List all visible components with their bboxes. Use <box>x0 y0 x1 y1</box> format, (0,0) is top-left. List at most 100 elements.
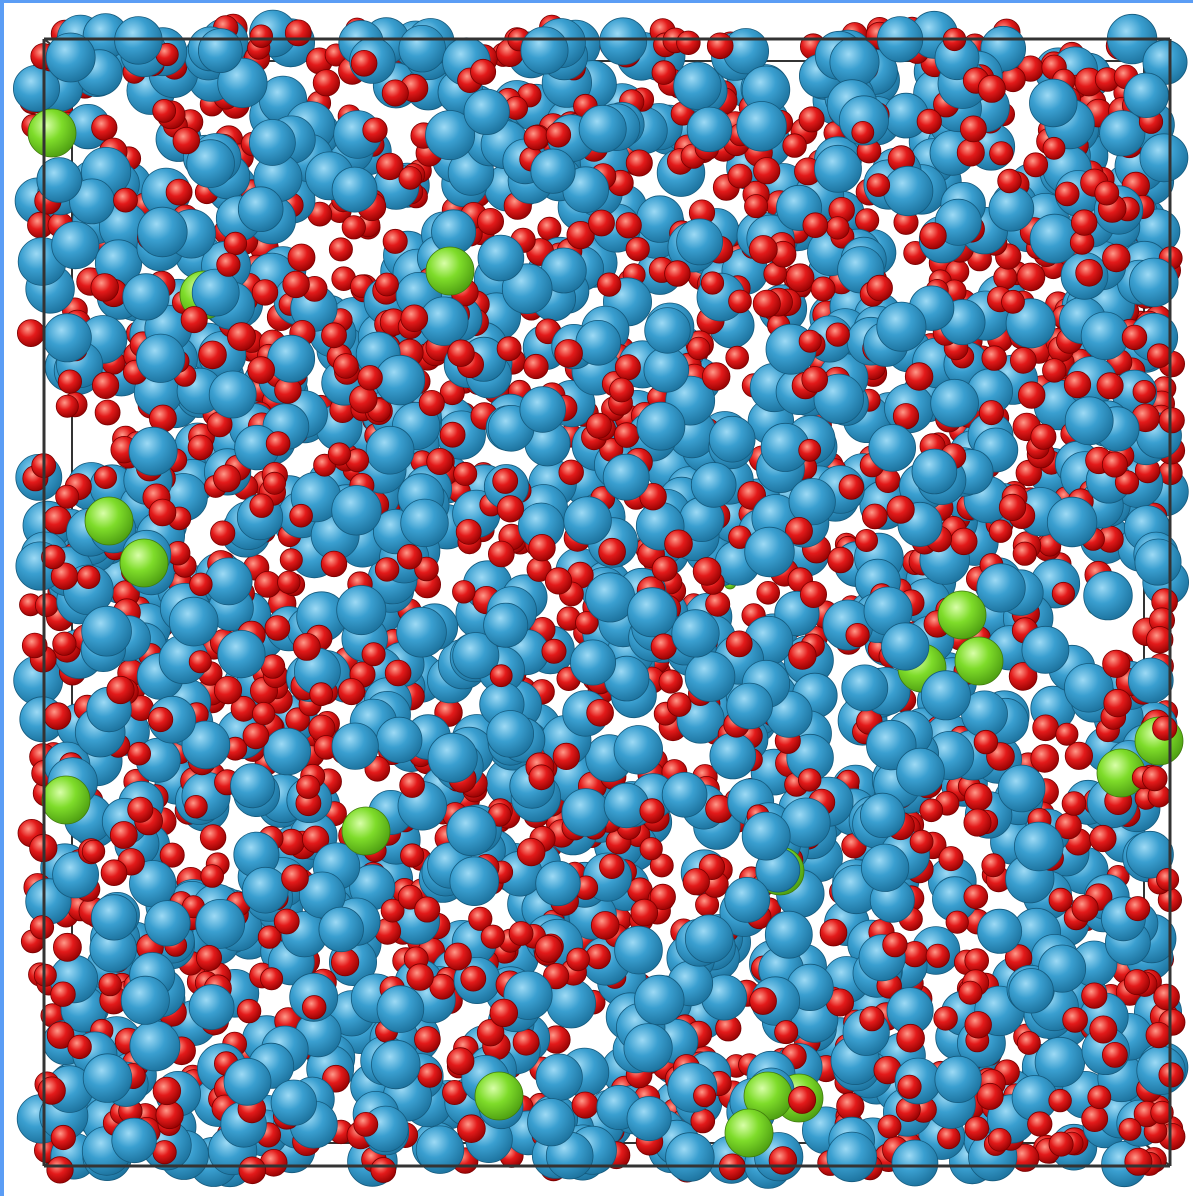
small-red-particle <box>480 924 505 949</box>
small-red-particle <box>109 821 138 849</box>
small-red-particle <box>933 1006 958 1031</box>
small-red-particle <box>973 729 999 755</box>
small-red-particle <box>625 149 653 177</box>
large-blue-particle <box>614 925 663 975</box>
small-red-particle <box>198 340 227 370</box>
small-red-particle <box>1150 1100 1174 1125</box>
small-red-particle <box>782 133 807 158</box>
small-red-particle <box>341 215 366 240</box>
small-red-particle <box>281 864 309 892</box>
small-red-particle <box>487 540 515 568</box>
small-red-particle <box>489 664 513 688</box>
small-red-particle <box>537 216 562 241</box>
small-red-particle <box>861 503 888 530</box>
small-red-particle <box>1121 324 1148 351</box>
small-red-particle <box>328 237 353 262</box>
small-red-particle <box>1089 1015 1118 1044</box>
small-red-particle <box>223 231 248 256</box>
small-red-particle <box>1124 1147 1153 1176</box>
large-blue-particle <box>1064 396 1114 446</box>
small-red-particle <box>312 69 340 97</box>
large-blue-particle <box>570 639 617 686</box>
small-red-particle <box>960 115 987 143</box>
small-red-particle <box>705 591 731 617</box>
small-red-particle <box>455 519 482 545</box>
small-red-particle <box>46 1021 75 1049</box>
small-red-particle <box>989 141 1014 166</box>
large-blue-particle <box>673 61 722 110</box>
large-blue-particle <box>726 682 773 730</box>
green-particle <box>41 775 91 825</box>
large-blue-particle <box>1046 496 1098 548</box>
small-red-particle <box>279 548 303 572</box>
small-red-particle <box>1008 662 1038 691</box>
small-red-particle <box>262 471 286 495</box>
small-red-particle <box>639 798 665 824</box>
large-blue-particle <box>744 526 795 578</box>
large-blue-particle <box>188 984 235 1030</box>
large-blue-particle <box>519 386 566 433</box>
small-red-particle <box>798 438 822 462</box>
small-red-particle <box>925 943 950 968</box>
small-red-particle <box>148 706 174 733</box>
small-red-particle <box>1023 152 1049 178</box>
small-red-particle <box>1101 451 1128 478</box>
large-blue-particle <box>120 975 170 1025</box>
small-red-particle <box>1012 541 1037 566</box>
small-red-particle <box>706 32 734 60</box>
small-red-particle <box>309 682 334 707</box>
small-red-particle <box>649 883 676 911</box>
small-red-particle <box>265 431 291 456</box>
small-red-particle <box>977 74 1006 103</box>
small-red-particle <box>976 1082 1004 1110</box>
large-blue-particle <box>627 587 678 638</box>
small-red-particle <box>639 837 663 861</box>
small-red-particle <box>327 442 351 466</box>
small-red-particle <box>1096 372 1124 400</box>
small-red-particle <box>382 228 408 254</box>
small-red-particle <box>945 910 969 934</box>
large-blue-particle <box>686 106 733 153</box>
small-red-particle <box>127 796 154 823</box>
large-blue-particle <box>930 378 979 428</box>
small-red-particle <box>52 631 77 656</box>
small-red-particle <box>381 79 409 107</box>
small-red-particle <box>825 322 850 347</box>
large-blue-particle <box>841 664 889 712</box>
large-blue-particle <box>241 866 289 914</box>
large-blue-particle <box>741 811 791 861</box>
small-red-particle <box>16 319 45 348</box>
small-red-particle <box>676 30 701 56</box>
small-red-particle <box>443 942 472 971</box>
small-red-particle <box>693 1084 717 1108</box>
small-red-particle <box>1055 722 1079 746</box>
small-red-particle <box>1064 741 1094 770</box>
small-red-particle <box>785 517 813 545</box>
small-red-particle <box>152 99 177 123</box>
large-blue-particle <box>736 101 787 152</box>
small-red-particle <box>798 768 822 792</box>
small-red-particle <box>590 911 620 940</box>
small-red-particle <box>447 339 475 367</box>
small-red-particle <box>725 630 753 658</box>
small-red-particle <box>187 434 214 461</box>
large-blue-particle <box>868 424 916 472</box>
large-blue-particle <box>1139 133 1189 183</box>
large-blue-particle <box>267 334 316 383</box>
small-red-particle <box>398 166 423 190</box>
large-blue-particle <box>449 856 500 906</box>
small-red-particle <box>400 304 429 333</box>
small-red-particle <box>859 1006 885 1032</box>
small-red-particle <box>528 764 555 791</box>
small-red-particle <box>1009 347 1037 374</box>
green-particle <box>341 806 391 856</box>
large-blue-particle <box>527 1098 576 1147</box>
small-red-particle <box>457 1114 486 1143</box>
small-red-particle <box>476 207 504 235</box>
small-red-particle <box>802 212 829 239</box>
small-red-particle <box>651 60 677 85</box>
small-red-particle <box>180 306 208 334</box>
small-red-particle <box>399 772 425 798</box>
small-red-particle <box>613 422 640 448</box>
large-blue-particle <box>709 732 757 780</box>
